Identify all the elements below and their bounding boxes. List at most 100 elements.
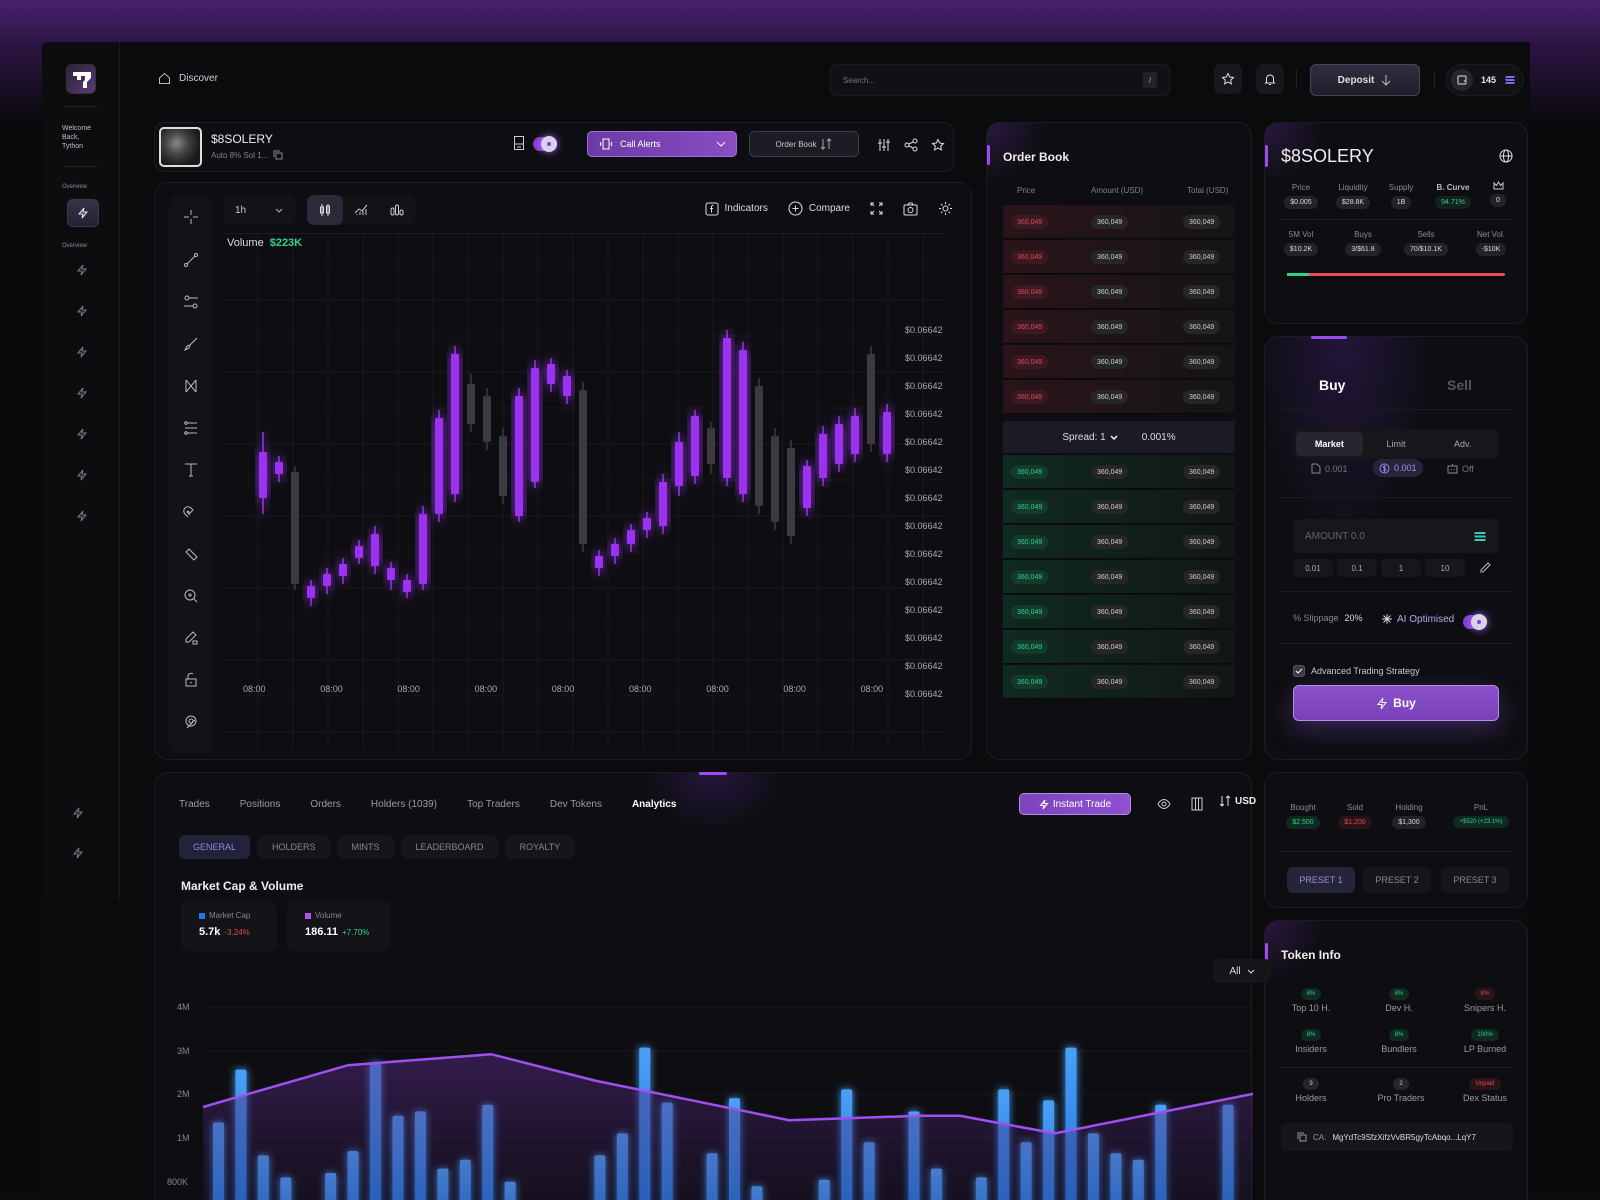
printer-icon[interactable]: [513, 135, 525, 151]
zoom-tool[interactable]: [183, 588, 199, 604]
order-type-advanced[interactable]: Adv.: [1454, 439, 1472, 449]
spread-row[interactable]: Spread: 1 0.001%: [1003, 421, 1235, 453]
market-cap-volume-chart[interactable]: 4M 3M 2M 1M 800K: [155, 987, 1253, 1200]
tip-option[interactable]: 0.001: [1373, 459, 1423, 477]
tab-top-traders[interactable]: Top Traders: [467, 799, 520, 810]
subtab-mints[interactable]: MINTS: [337, 835, 394, 859]
order-book-row[interactable]: 360,049 360,049 360,049: [1003, 345, 1235, 379]
line-chart-button[interactable]: [343, 195, 379, 225]
search-input[interactable]: [843, 75, 1123, 85]
notifications-button[interactable]: [1256, 64, 1284, 94]
magnet-tool[interactable]: [183, 504, 199, 520]
favorites-button[interactable]: [1214, 64, 1242, 94]
columns-icon[interactable]: [1191, 797, 1203, 811]
spread-select[interactable]: Spread: 1: [1062, 432, 1118, 443]
order-book-row[interactable]: 360,049 360,049 360,049: [1003, 275, 1235, 309]
alerts-toggle[interactable]: [533, 136, 557, 152]
breadcrumb[interactable]: Discover: [158, 72, 218, 85]
order-book-row[interactable]: 360,049 360,049 360,049: [1003, 525, 1235, 559]
sidebar-item[interactable]: [75, 386, 89, 400]
order-book-row[interactable]: 360,049 360,049 360,049: [1003, 560, 1235, 594]
sliders-icon[interactable]: [877, 138, 891, 152]
priority-fee-option[interactable]: 0.001: [1311, 463, 1348, 474]
slippage-setting[interactable]: % Slippage 20%: [1293, 613, 1363, 623]
subtab-general[interactable]: GENERAL: [179, 835, 251, 859]
subtab-leaderboard[interactable]: LEADERBOARD: [401, 835, 498, 859]
bot-option[interactable]: Off: [1447, 463, 1474, 474]
tab-positions[interactable]: Positions: [239, 799, 281, 810]
preset-2-button[interactable]: PRESET 2: [1363, 867, 1431, 893]
timeframe-select[interactable]: 1h: [223, 195, 295, 225]
eye-icon[interactable]: [1157, 798, 1171, 810]
unlock-tool[interactable]: [183, 672, 199, 688]
quick-amount-button[interactable]: 0.1: [1337, 559, 1377, 577]
ruler-tool[interactable]: [183, 546, 199, 562]
sidebar-item-bottom[interactable]: [71, 846, 85, 860]
sidebar-item-bottom[interactable]: [71, 806, 85, 820]
sidebar-item[interactable]: [75, 427, 89, 441]
sidebar-item[interactable]: [75, 509, 89, 523]
sidebar-item-overview-active[interactable]: [67, 199, 99, 227]
quick-amount-button[interactable]: 1: [1381, 559, 1421, 577]
trendline-tool[interactable]: [183, 252, 199, 268]
order-book-row[interactable]: 360,049 360,049 360,049: [1003, 595, 1235, 629]
breadcrumb-discover[interactable]: Discover: [179, 73, 218, 84]
tab-holders[interactable]: Holders (1039): [370, 799, 438, 810]
pattern-tool[interactable]: [183, 378, 199, 394]
candlestick-chart[interactable]: $0.06642 $0.06642 $0.06642 $0.06642 $0.06642…: [223, 233, 947, 750]
bar-chart-button[interactable]: [379, 195, 415, 225]
order-book-row[interactable]: 360,049 360,049 360,049: [1003, 205, 1235, 239]
quick-amount-button[interactable]: 0.01: [1293, 559, 1333, 577]
fib-tool[interactable]: [183, 420, 199, 436]
order-book-row[interactable]: 360,049 360,049 360,049: [1003, 490, 1235, 524]
buy-tab[interactable]: Buy: [1319, 377, 1346, 393]
fullscreen-icon[interactable]: [870, 202, 883, 215]
sidebar-item[interactable]: [75, 304, 89, 318]
order-book-row[interactable]: 360,049 360,049 360,049: [1003, 380, 1235, 414]
tab-orders[interactable]: Orders: [310, 799, 341, 810]
order-book-row[interactable]: 360,049 360,049 360,049: [1003, 310, 1235, 344]
order-type-limit[interactable]: Limit: [1386, 439, 1406, 449]
sidebar-item[interactable]: [75, 263, 89, 277]
crosshair-tool[interactable]: [183, 209, 199, 225]
sell-tab[interactable]: Sell: [1447, 377, 1472, 393]
order-book-button[interactable]: Order Book: [749, 131, 859, 157]
share-icon[interactable]: [904, 138, 918, 152]
subtab-royalty[interactable]: ROYALTY: [505, 835, 575, 859]
currency-toggle[interactable]: USD: [1219, 795, 1256, 807]
instant-trade-button[interactable]: Instant Trade: [1019, 793, 1131, 815]
advanced-strategy-checkbox[interactable]: Advanced Trading Strategy: [1293, 665, 1420, 677]
deposit-button[interactable]: Deposit: [1310, 64, 1420, 96]
checkbox-checked[interactable]: [1293, 665, 1305, 677]
compare-button[interactable]: Compare: [788, 201, 850, 216]
order-type-market[interactable]: Market: [1296, 432, 1363, 456]
range-dropdown[interactable]: All: [1213, 959, 1271, 983]
buy-button[interactable]: Buy: [1293, 685, 1499, 721]
brush-tool[interactable]: [183, 336, 199, 352]
indicators-button[interactable]: Indicators: [705, 202, 768, 216]
subtab-holders[interactable]: HOLDERS: [258, 835, 330, 859]
settings-gear-icon[interactable]: [938, 201, 953, 216]
text-tool[interactable]: [183, 462, 199, 478]
order-book-row[interactable]: 360,049 360,049 360,049: [1003, 630, 1235, 664]
quick-amount-button[interactable]: 10: [1425, 559, 1465, 577]
preset-3-button[interactable]: PRESET 3: [1441, 867, 1509, 893]
order-book-row[interactable]: 360,049 360,049 360,049: [1003, 455, 1235, 489]
order-book-row[interactable]: 360,049 360,049 360,049: [1003, 240, 1235, 274]
tab-analytics[interactable]: Analytics: [631, 799, 677, 810]
tab-trades[interactable]: Trades: [179, 799, 210, 810]
contract-address[interactable]: CA: MgYdTc9SfzXifzVvBR5gyTcAbqo...LqY7: [1281, 1123, 1513, 1151]
camera-icon[interactable]: [903, 202, 918, 216]
candles-chart-button[interactable]: [307, 195, 343, 225]
call-alerts-dropdown[interactable]: Call Alerts: [587, 131, 737, 157]
copy-icon[interactable]: [273, 150, 283, 160]
horizontal-line-tool[interactable]: [183, 294, 199, 310]
ai-optimised-toggle[interactable]: [1463, 614, 1487, 630]
wallet-balance[interactable]: 145: [1446, 64, 1524, 96]
app-logo[interactable]: [66, 64, 96, 94]
sidebar-item[interactable]: [75, 468, 89, 482]
search-bar[interactable]: /: [830, 64, 1170, 96]
edit-pencil-icon[interactable]: [1479, 562, 1491, 574]
order-book-row[interactable]: 360,049 360,049 360,049: [1003, 665, 1235, 699]
star-icon[interactable]: [931, 138, 945, 152]
